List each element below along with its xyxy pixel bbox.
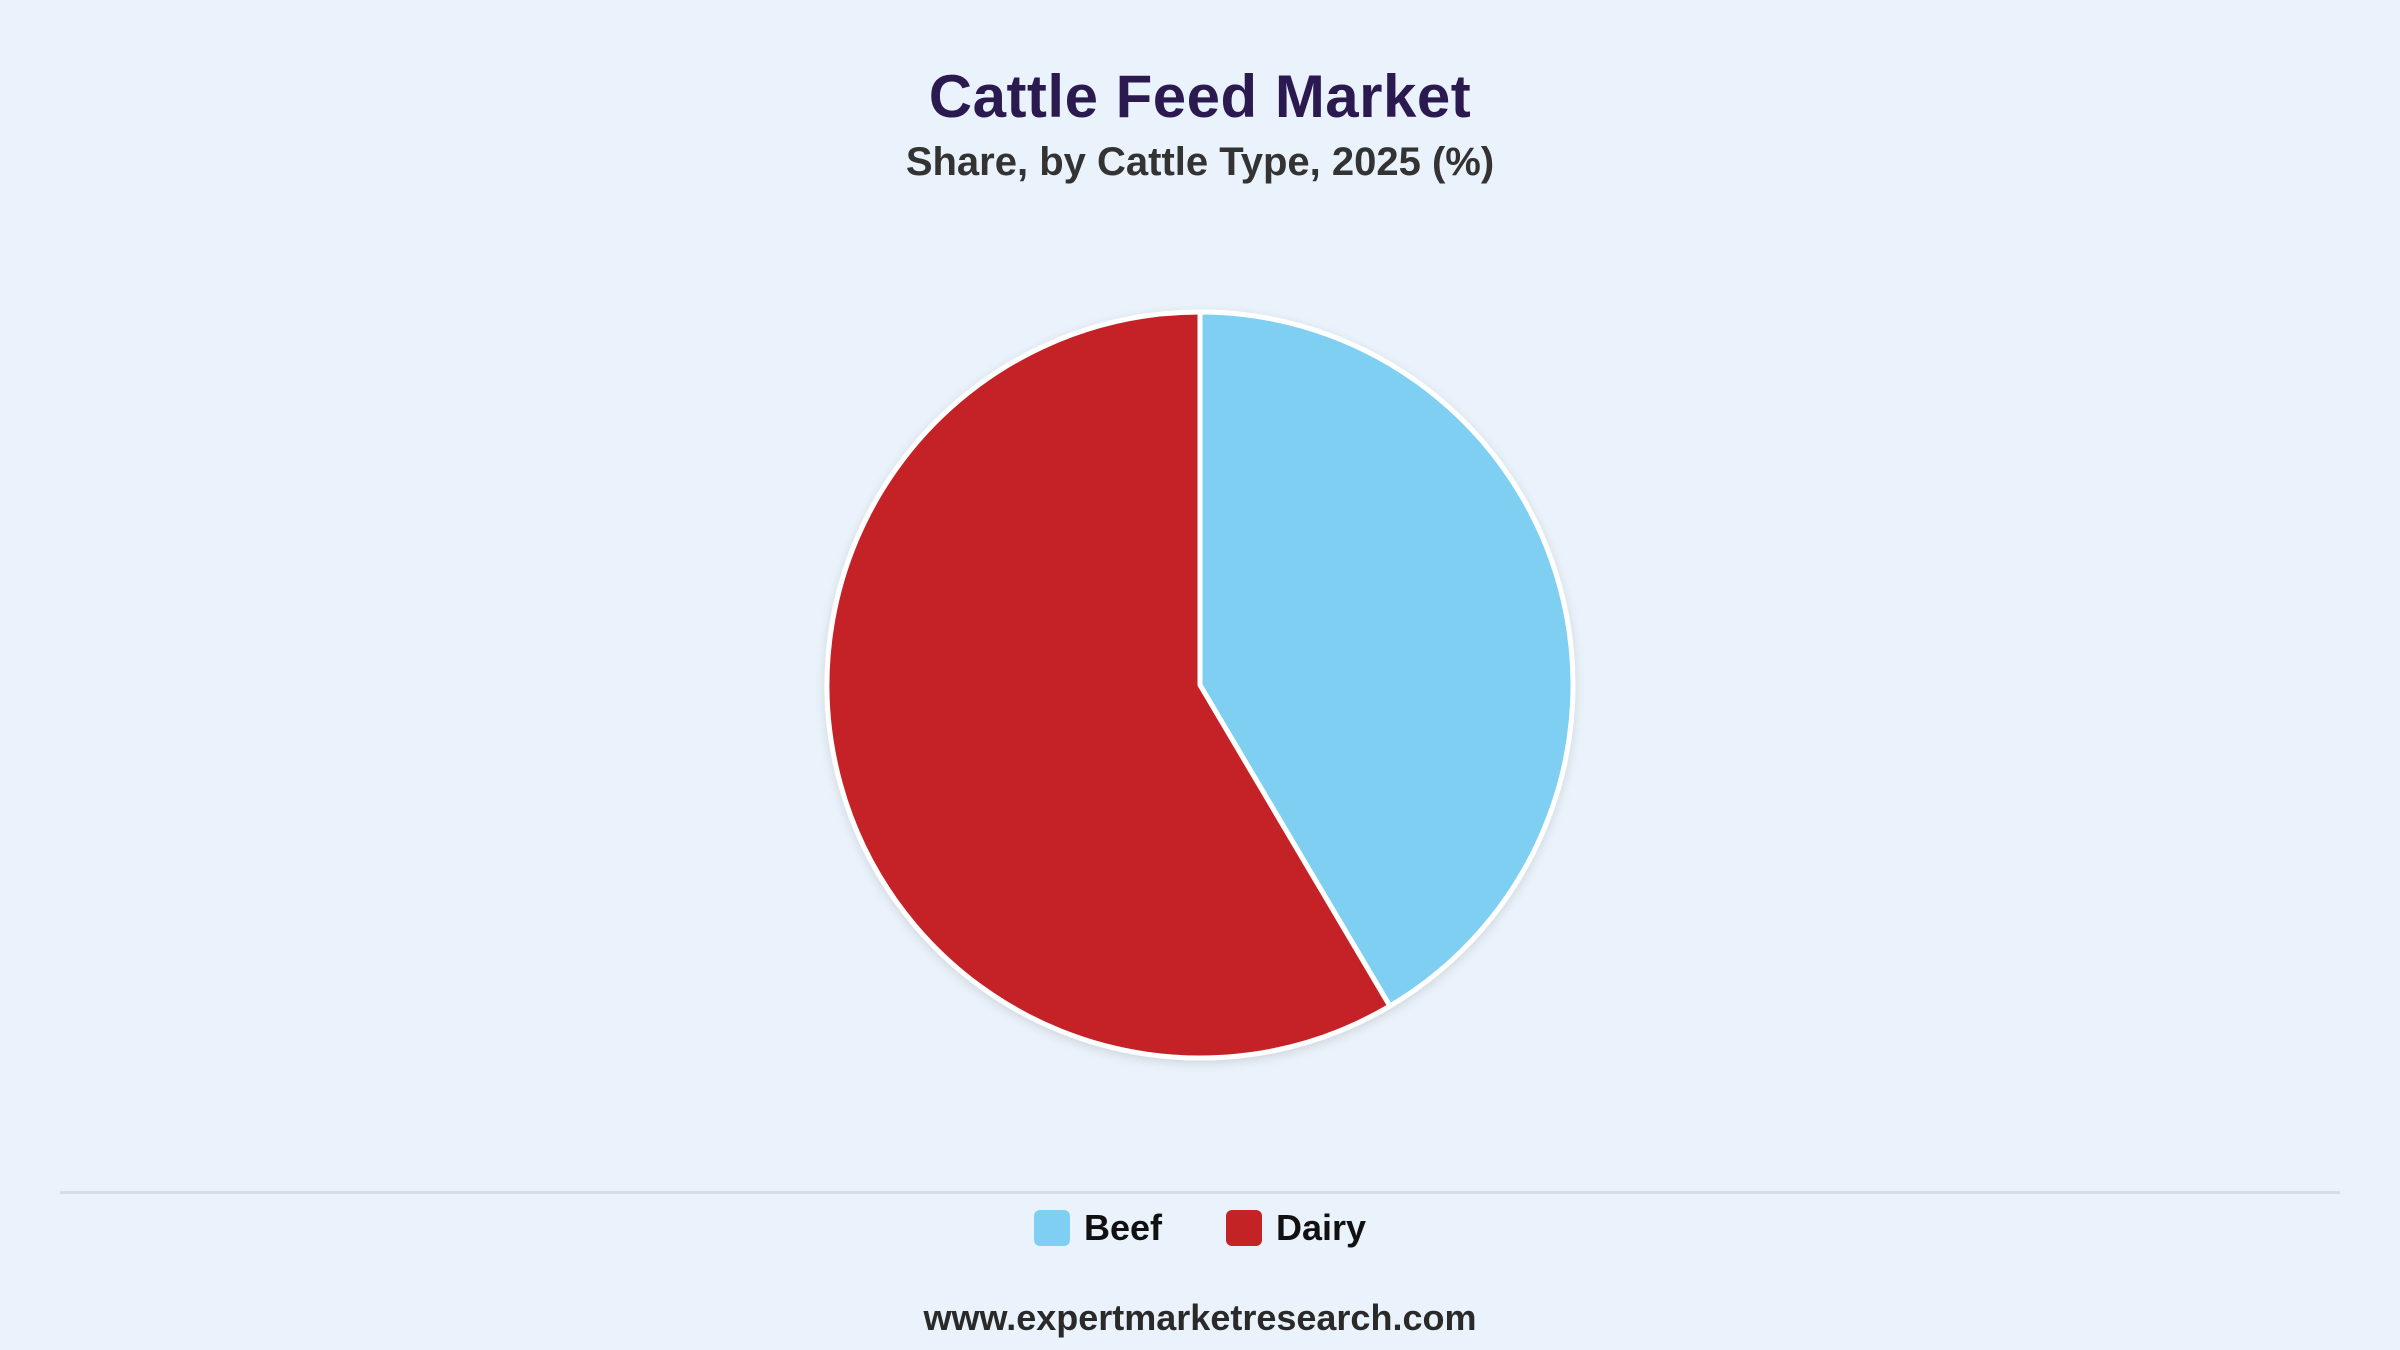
legend-swatch-dairy [1225, 1210, 1262, 1246]
chart-subtitle: Share, by Cattle Type, 2025 (%) [905, 140, 1495, 184]
legend-label-beef: Beef [1083, 1207, 1162, 1248]
pie-slice-beef[interactable] [1197, 309, 1576, 1009]
legend: Beef Dairy [0, 1207, 2400, 1249]
legend-swatch-beef [1033, 1210, 1070, 1246]
legend-item-dairy[interactable]: Dairy [1225, 1207, 1367, 1249]
legend-label-dairy: Dairy [1275, 1207, 1367, 1248]
legend-item-beef[interactable]: Beef [1033, 1207, 1162, 1249]
chart-title: Cattle Feed Market [928, 63, 1472, 130]
pie-slice-dairy[interactable] [824, 309, 1393, 1061]
legend-divider [60, 1191, 2340, 1194]
source-url[interactable]: www.expertmarketresearch.com [923, 1297, 1477, 1338]
